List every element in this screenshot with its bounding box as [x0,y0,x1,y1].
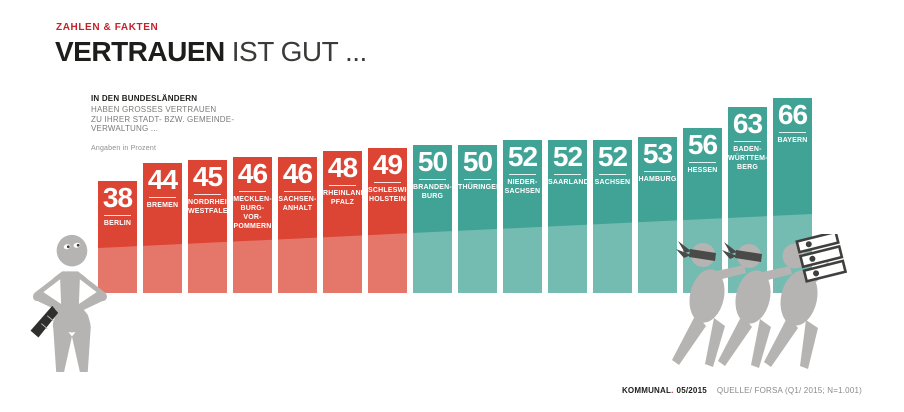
bar-label: SAARLAND [548,179,589,186]
angry-citizen-figure [30,234,107,373]
bar-berlin: 38 BERLIN [98,181,137,293]
intro-block: IN DEN BUNDESLÄNDERN HABEN GROSSES VERTR… [91,94,234,154]
bar-saarland: 52 SAARLAND [548,140,589,293]
bar-value-rule [419,179,446,180]
bar-value-rule [464,179,491,180]
footer: KOMMUNAL. 05/2015 QUELLE/ FORSA (Q1/ 2015… [622,386,862,395]
bar-label: MECKLEN- BURG-VOR- POMMERN [233,196,272,231]
binders-icon [795,234,848,283]
bar-value-rule [734,141,761,142]
bar-value-rule [329,185,356,186]
intro-lines: HABEN GROSSES VERTRAUEN ZU IHRER STADT- … [91,104,235,134]
bar-value: 48 [327,152,358,183]
bar-value-rule [509,174,536,175]
bar-value-rule [599,174,626,175]
bar-value: 49 [372,149,403,180]
unit-note: Angaben in Prozent [91,145,157,152]
bar-label: RHEINLAND- PFALZ [323,190,369,207]
brand-name: KOMMUNAL [621,386,672,395]
bar-label: SACHSEN [594,179,631,186]
bar-value: 52 [552,141,583,172]
bar-value: 52 [597,141,628,172]
bar-mecklen-burg-vor-pommern: 46 MECKLEN- BURG-VOR- POMMERN [233,157,272,293]
bar-label: HESSEN [687,167,718,174]
bar-label: SCHLESWIG- HOLSTEIN [368,187,415,204]
bar-thüringen: 50 THÜRINGEN [458,145,502,293]
bar-nordrhein-westfalen: 45 NORDRHEIN- WESTFALEN [188,160,235,293]
bar-label: SACHSEN- ANHALT [278,196,317,213]
intro-lead: IN DEN BUNDESLÄNDERN [91,94,198,103]
issue-number: 05/2015 [676,386,707,395]
bar-label: NIEDER- SACHSEN [504,179,541,196]
magazine-brand: KOMMUNAL. 05/2015 [622,386,707,395]
bar-value-rule [689,162,716,163]
bar-value-rule [644,171,671,172]
bar-value: 38 [102,182,133,213]
bar-value: 63 [732,108,763,139]
bar-label: HAMBURG [638,176,677,183]
bar-value-rule [284,191,311,192]
bar-label: BREMEN [146,202,179,209]
bar-label: BRANDEN- BURG [413,184,452,201]
blindfolded-figures-carrying-files [672,234,848,369]
bar-branden-burg: 50 BRANDEN- BURG [413,145,452,293]
bar-value: 45 [192,161,223,192]
bar-value: 44 [147,164,178,195]
kicker: ZAHLEN & FAKTEN [56,22,159,33]
bar-value-rule [104,215,131,216]
page-title: VERTRAUEN IST GUT ... [55,36,367,68]
brand-dot: . [671,386,674,395]
bar-schleswig-holstein: 49 SCHLESWIG- HOLSTEIN [368,148,415,293]
bar-value: 53 [642,138,673,169]
bar-value: 66 [777,99,808,130]
bar-nieder-sachsen: 52 NIEDER- SACHSEN [503,140,542,293]
rolled-paper-icon [30,305,59,338]
bar-label: NORDRHEIN- WESTFALEN [188,199,235,216]
bar-label: BAYERN [777,137,808,144]
bar-label: BADEN- WÜRTTEM- BERG [728,146,768,172]
blindfold-icon [676,241,762,262]
bar-value-rule [374,182,401,183]
bar-value-rule [239,191,266,192]
bar-value-rule [554,174,581,175]
angry-eyes-icon [63,242,81,250]
bar-label: THÜRINGEN [458,184,502,191]
bar-sachsen-anhalt: 46 SACHSEN- ANHALT [278,157,317,293]
source-note: QUELLE/ FORSA (Q1/ 2015; N=1.001) [716,386,862,395]
bar-hessen: 56 HESSEN [683,128,722,293]
bar-value-rule [149,197,176,198]
bar-value: 50 [417,146,448,177]
bar-rheinland-pfalz: 48 RHEINLAND- PFALZ [323,151,369,293]
bar-value: 56 [687,129,718,160]
bar-sachsen: 52 SACHSEN [593,140,632,293]
bar-value-rule [779,132,806,133]
title-light: IST GUT ... [231,36,368,67]
title-strong: VERTRAUEN [55,36,225,67]
bar-value-rule [194,194,221,195]
bar-value: 52 [507,141,538,172]
bar-value: 46 [237,158,268,189]
bar-value: 50 [462,146,493,177]
bar-hamburg: 53 HAMBURG [638,137,677,293]
bar-bremen: 44 BREMEN [143,163,182,293]
bar-label: BERLIN [103,220,132,227]
bar-value: 46 [282,158,313,189]
